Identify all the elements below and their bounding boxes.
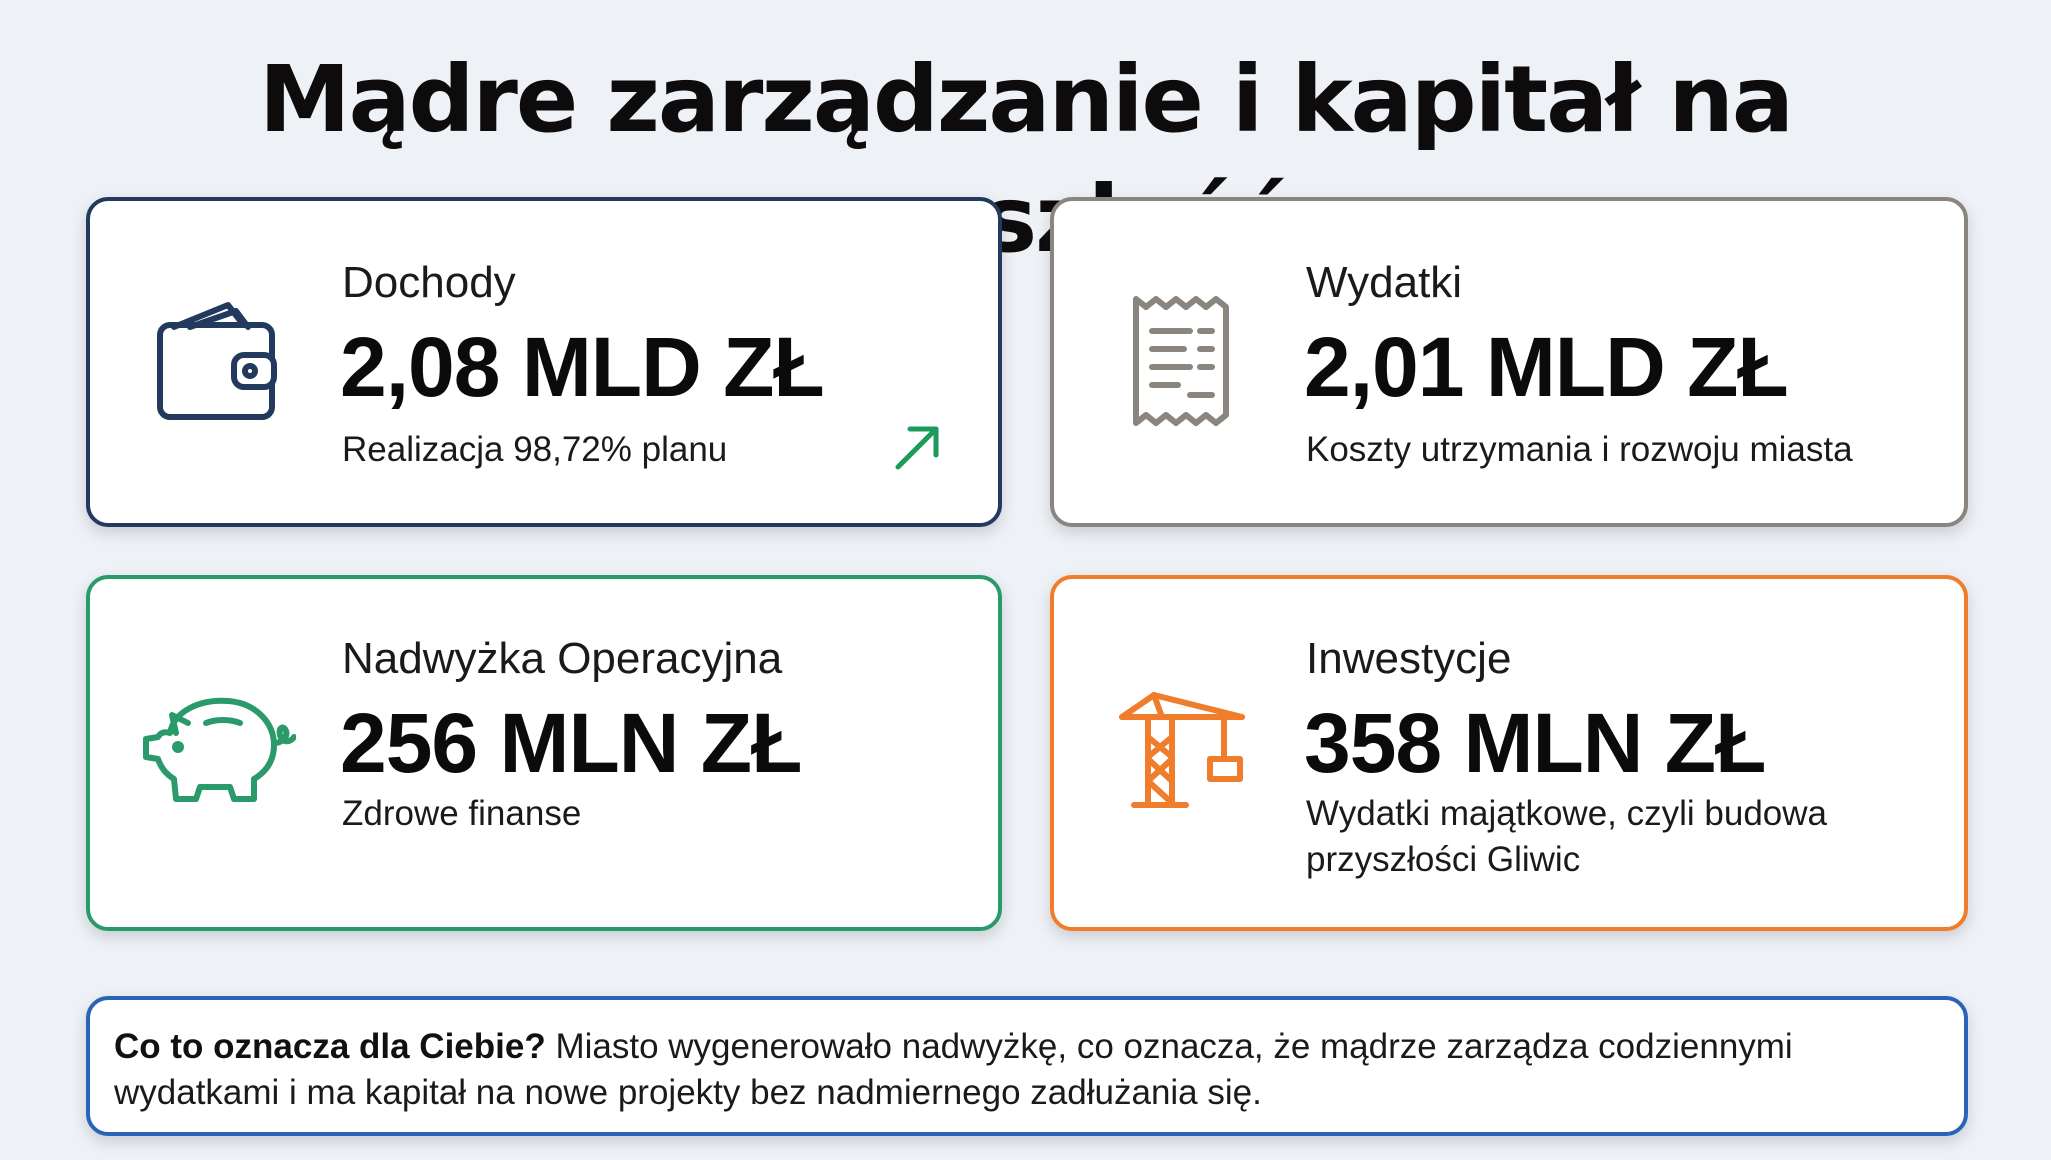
income-value: 2,08 MLD ZŁ	[340, 320, 825, 414]
investment-label: Inwestycje	[1306, 634, 1512, 683]
arrow-up-right-icon	[895, 426, 939, 470]
investment-value: 358 MLN ZŁ	[1304, 696, 1766, 790]
expense-value: 2,01 MLD ZŁ	[1304, 320, 1789, 414]
income-card: Dochody 2,08 MLD ZŁ Realizacja 98,72% pl…	[86, 197, 1002, 527]
surplus-label: Nadwyżka Operacyjna	[342, 634, 783, 683]
income-description: Realizacja 98,72% planu	[342, 430, 728, 469]
explanation-text: Miasto wygenerowało nadwyżkę, co oznacza…	[114, 1027, 1793, 1112]
wallet-icon	[157, 302, 277, 420]
receipt-icon	[1133, 296, 1229, 426]
income-label: Dochody	[342, 258, 516, 307]
surplus-card: Nadwyżka Operacyjna 256 MLN ZŁ Zdrowe fi…	[86, 575, 1002, 931]
surplus-description: Zdrowe finanse	[342, 794, 582, 833]
investment-card: Inwestycje 358 MLN ZŁ Wydatki majątkowe,…	[1050, 575, 1968, 931]
investment-description: Wydatki majątkowe, czyli budowa przyszło…	[1306, 794, 1828, 879]
explanation-box: Co to oznacza dla Ciebie? Miasto wygener…	[86, 996, 1968, 1136]
expense-card: Wydatki 2,01 MLD ZŁ Koszty utrzymania i …	[1050, 197, 1968, 527]
surplus-value: 256 MLN ZŁ	[340, 696, 802, 790]
crane-icon	[1119, 692, 1245, 808]
expense-description: Koszty utrzymania i rozwoju miasta	[1306, 430, 1853, 469]
expense-label: Wydatki	[1306, 258, 1463, 307]
explanation-lead: Co to oznacza dla Ciebie?	[114, 1027, 546, 1066]
piggy-bank-icon	[143, 697, 296, 802]
